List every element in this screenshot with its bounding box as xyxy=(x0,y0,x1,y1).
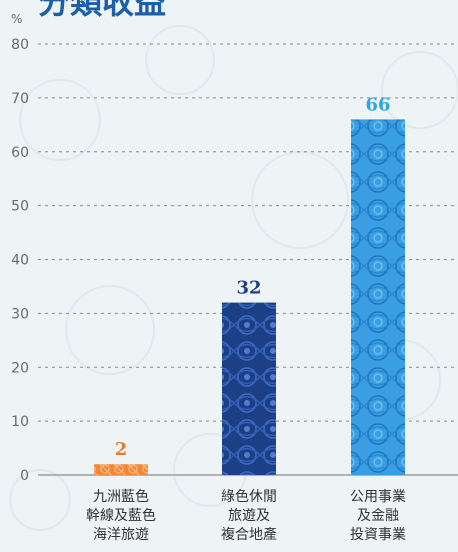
bar xyxy=(222,302,276,475)
value-label: 66 xyxy=(365,94,390,115)
y-tick-label: 20 xyxy=(11,360,29,376)
bar xyxy=(351,119,405,476)
y-tick-label: 30 xyxy=(11,306,29,322)
category-label: 九洲藍色 幹線及藍色 海洋旅遊 xyxy=(86,489,156,543)
category-label: 公用事業 及金融 投資事業 xyxy=(350,489,406,543)
bars xyxy=(94,119,405,476)
y-tick-label: 80 xyxy=(11,37,29,53)
y-axis-unit: % xyxy=(11,12,23,26)
y-tick-label: 10 xyxy=(11,414,29,430)
y-tick-label: 60 xyxy=(11,145,29,161)
value-labels: 2 32 66 xyxy=(115,94,391,460)
y-tick-label: 50 xyxy=(11,199,29,215)
y-tick-label: 0 xyxy=(20,468,29,484)
y-tick-label: 40 xyxy=(11,253,29,269)
value-label: 2 xyxy=(115,439,128,460)
bar xyxy=(94,464,148,475)
value-label: 32 xyxy=(236,278,261,299)
y-axis-ticks: 0 10 20 30 40 50 60 70 80 xyxy=(11,37,29,484)
chart-title: 分類收益 xyxy=(38,0,167,21)
category-label: 綠色休閒 旅遊及 複合地產 xyxy=(221,489,277,543)
y-tick-label: 70 xyxy=(11,91,29,107)
